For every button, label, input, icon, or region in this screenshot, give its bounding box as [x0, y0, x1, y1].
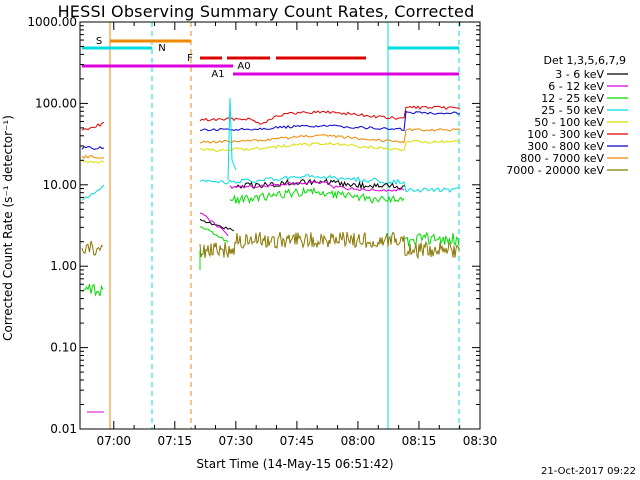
legend-label: 800 - 7000 keV — [520, 152, 604, 165]
y-tick-label: 10.00 — [43, 178, 77, 192]
attenuator-a0-label: A0 — [237, 61, 250, 72]
axes-layer: 07:00 07:15 07:30 07:45 08:00 08:15 08:30 1000.… — [27, 15, 497, 448]
series-50-100 — [199, 139, 461, 152]
series-25-50-spike — [227, 97, 237, 181]
legend-label: 100 - 300 keV — [527, 128, 604, 141]
sun-bar-label: S — [96, 36, 102, 47]
data-layer: S N F A0 A1 — [81, 22, 461, 429]
series-300-800 — [199, 110, 461, 132]
series-12-25-early — [199, 226, 229, 243]
y-tick-label: 0.10 — [50, 341, 77, 355]
series-300-800-pre — [81, 146, 105, 150]
legend-label: 7000 - 20000 keV — [506, 164, 604, 177]
legend-label: 3 - 6 keV — [555, 68, 604, 81]
series-50-100-pre — [81, 160, 105, 164]
chart-title: HESSI Observing Summary Count Rates, Cor… — [58, 2, 475, 21]
x-tick-label: 08:15 — [402, 434, 437, 448]
flare-bar-label: F — [187, 53, 193, 64]
series-7000-20000 — [199, 231, 461, 260]
night-bar-label: N — [158, 43, 165, 54]
legend-label: 6 - 12 keV — [548, 80, 604, 93]
x-axis-label: Start Time (14-May-15 06:51:42) — [196, 457, 393, 471]
legend-label: 25 - 50 keV — [541, 104, 604, 117]
series-7000-20000-pre — [81, 240, 104, 256]
series-25-50 — [199, 174, 461, 193]
y-tick-label: 0.01 — [50, 422, 77, 436]
series-800-7000 — [199, 128, 461, 144]
series-800-7000-pre — [81, 154, 105, 159]
y-tick-label: 1000.00 — [27, 15, 77, 29]
series-100-300 — [199, 105, 461, 125]
plot-frame — [79, 21, 481, 430]
y-tick-label: 100.00 — [35, 96, 77, 110]
x-tick-label: 07:15 — [158, 434, 193, 448]
series-12-25-late — [404, 231, 460, 247]
series-25-50-pre — [81, 184, 105, 201]
series-12-25 — [229, 186, 405, 205]
x-tick-label: 07:45 — [280, 434, 315, 448]
x-tick-label: 08:00 — [341, 434, 376, 448]
series-12-25-pre — [81, 283, 104, 297]
legend-label: 12 - 25 keV — [541, 92, 604, 105]
attenuator-a1-label: A1 — [211, 69, 224, 80]
x-tick-label: 08:30 — [463, 434, 498, 448]
legend-title: Det 1,3,5,6,7,9 — [543, 54, 626, 67]
legend-label: 50 - 100 keV — [534, 116, 604, 129]
x-tick-label: 07:00 — [96, 434, 131, 448]
series-100-300-pre — [81, 122, 105, 131]
y-axis-label: Corrected Count Rate (s⁻¹ detector⁻¹) — [1, 115, 15, 341]
legend-label: 300 - 800 keV — [527, 140, 604, 153]
series-6-12 — [229, 181, 405, 192]
y-tick-label: 1.00 — [50, 259, 77, 273]
footer-date: 21-Oct-2017 09:22 — [541, 466, 636, 477]
series-6-12-early — [199, 212, 229, 237]
x-tick-label: 07:30 — [219, 434, 254, 448]
series-3-6-early — [199, 218, 235, 232]
